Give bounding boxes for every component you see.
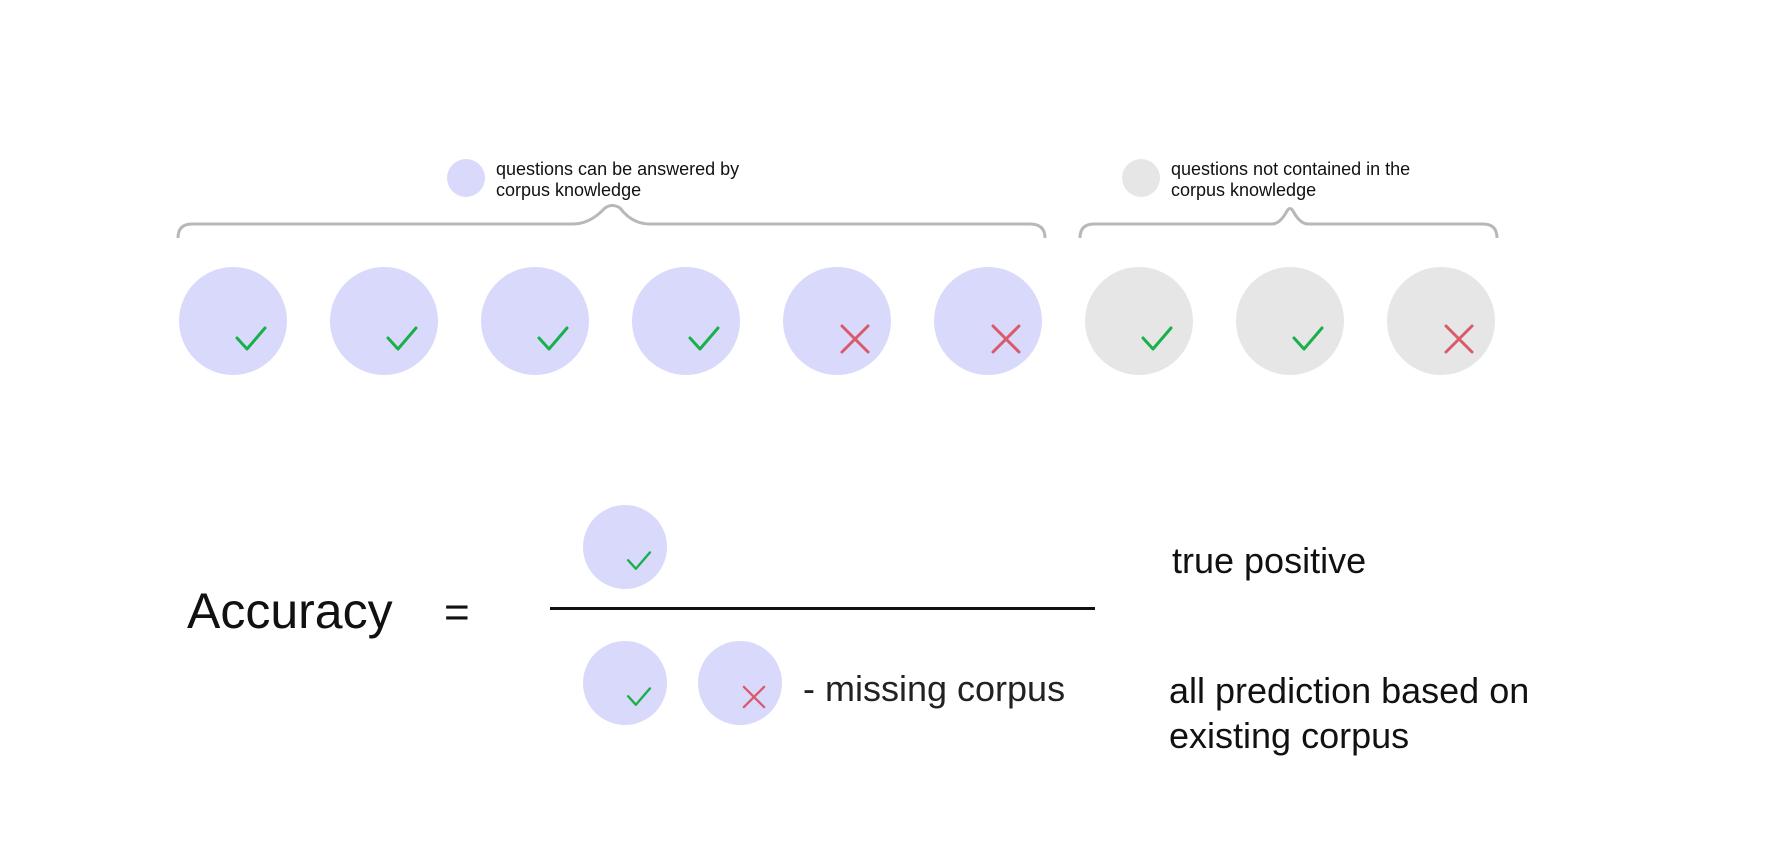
question-circle — [632, 267, 740, 375]
legend-answerable-label: questions can be answered by corpus know… — [496, 159, 739, 201]
numerator-description: true positive — [1172, 540, 1367, 581]
numerator-circle — [583, 505, 667, 589]
check-icon — [688, 326, 720, 351]
question-circle — [1085, 267, 1193, 375]
question-circle — [934, 267, 1042, 375]
check-icon — [626, 551, 652, 570]
denominator-description-line1: all prediction based on — [1169, 670, 1530, 711]
legend-not-contained-line2: corpus knowledge — [1171, 180, 1317, 200]
check-icon — [1141, 326, 1173, 351]
cross-icon — [840, 324, 870, 354]
question-circle — [179, 267, 287, 375]
legend-answerable-line1: questions can be answered by — [496, 159, 740, 179]
check-icon — [386, 326, 418, 351]
denominator-circle-correct — [583, 641, 667, 725]
legend-answerable-line2: corpus knowledge — [496, 180, 642, 200]
check-icon — [626, 687, 652, 706]
denominator-description-line2: existing corpus — [1169, 715, 1410, 756]
fraction-bar — [550, 607, 1095, 610]
legend-not-contained-dot — [1122, 159, 1160, 197]
denominator-circle-wrong — [698, 641, 782, 725]
check-icon — [235, 326, 267, 351]
accuracy-label: Accuracy — [187, 583, 393, 639]
cross-icon — [1444, 324, 1474, 354]
equals-sign: = — [444, 588, 470, 637]
question-circle — [481, 267, 589, 375]
question-circle — [1236, 267, 1344, 375]
legend-not-contained-line1: questions not contained in the — [1171, 159, 1411, 179]
check-icon — [537, 326, 569, 351]
question-circle — [783, 267, 891, 375]
missing-corpus-text: - missing corpus — [803, 668, 1066, 709]
check-icon — [1292, 326, 1324, 351]
question-circle — [330, 267, 438, 375]
denominator-description: all prediction based on existing corpus — [1169, 668, 1529, 758]
cross-icon — [742, 685, 766, 709]
legend-not-contained-label: questions not contained in the corpus kn… — [1171, 159, 1410, 201]
question-circle — [1387, 267, 1495, 375]
legend-answerable-dot — [447, 159, 485, 197]
cross-icon — [991, 324, 1021, 354]
